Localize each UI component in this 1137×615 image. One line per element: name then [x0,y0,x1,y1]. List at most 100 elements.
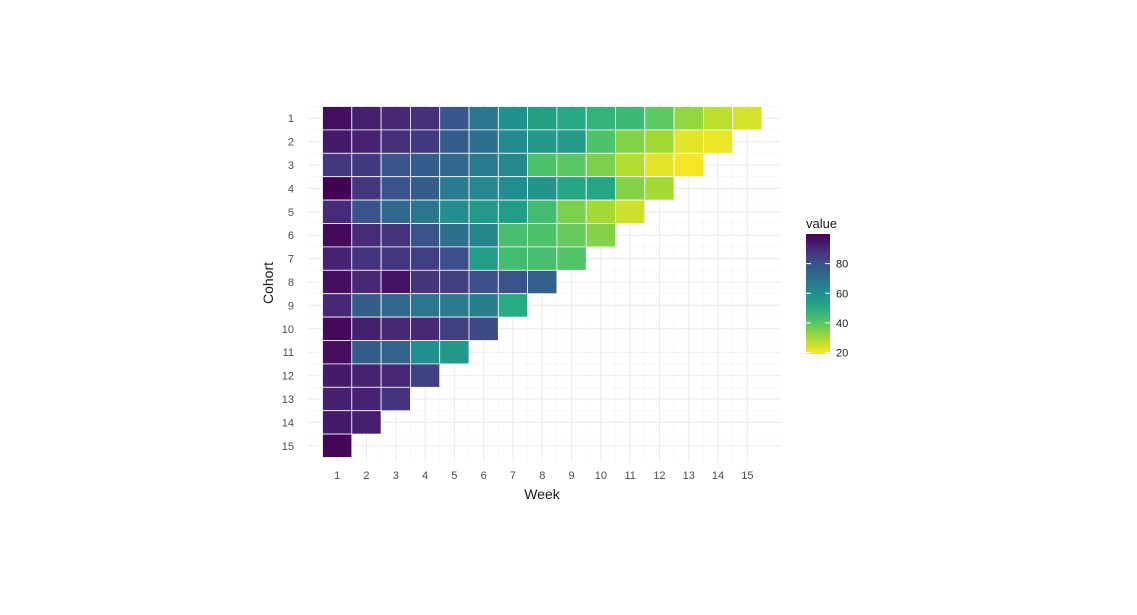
legend-title: value [806,216,837,231]
x-tick-label: 12 [653,470,665,482]
heatmap-cell [556,176,587,201]
y-tick-label: 6 [288,230,294,242]
heatmap-cell [527,152,558,178]
heatmap-cell [468,176,499,201]
x-tick-label: 8 [539,470,545,482]
heatmap-cell [468,106,499,131]
heatmap-cell [322,152,353,178]
heatmap-cell [351,269,382,295]
legend-tick-label: 80 [836,259,848,271]
heatmap-cell [585,106,616,131]
x-tick-label: 11 [624,470,635,482]
y-axis-title: Cohort [260,262,276,304]
heatmap-cell [527,129,558,154]
x-tick-label: 2 [363,470,369,482]
heatmap-cell [322,410,353,435]
heatmap-cell [380,386,411,412]
heatmap-cell [527,246,558,271]
heatmap-cell [322,176,353,201]
y-tick-label: 3 [288,160,294,172]
y-tick-label: 4 [288,183,294,195]
heatmap-cell [497,129,528,154]
heatmap-cell [409,316,441,341]
y-tick-label: 2 [288,137,294,149]
heatmap-cell [439,269,470,295]
y-tick-label: 1 [288,113,294,125]
heatmap-cell [673,129,704,154]
heatmap-cell [409,246,441,271]
heatmap-cell [351,316,382,341]
heatmap-cell [497,269,528,295]
heatmap-cell [703,129,734,154]
heatmap-cell [351,152,382,178]
heatmap-cell [439,316,470,341]
legend-tick-label: 20 [836,348,848,360]
heatmap-cell [322,433,353,458]
heatmap-cells [322,106,763,458]
heatmap-cell [380,106,411,131]
heatmap-cell [409,106,441,131]
x-tick-label: 1 [334,470,340,482]
heatmap-cell [409,293,441,318]
heatmap-cell [615,152,646,178]
x-tick-label: 10 [595,470,607,482]
heatmap-cell [439,223,470,248]
heatmap-cell [585,152,616,178]
heatmap-cell [585,223,616,248]
heatmap-cell [615,176,646,201]
heatmap-cell [351,106,382,131]
heatmap-cell [556,223,587,248]
heatmap-cell [380,129,411,154]
heatmap-cell [615,199,646,224]
heatmap-cell [351,410,382,435]
heatmap-cell [351,363,382,388]
heatmap-cell [468,223,499,248]
x-tick-label: 6 [481,470,487,482]
heatmap-cell [351,176,382,201]
heatmap-cell [322,106,353,131]
heatmap-cell [351,199,382,224]
heatmap-cell [644,176,675,201]
heatmap-cell [351,129,382,154]
heatmap-cell [322,129,353,154]
x-axis-ticks: 1 2 3 4 5 6 7 8 9 10 11 12 13 14 15 [334,470,753,482]
heatmap-cell [439,246,470,271]
legend-tick-label: 40 [836,318,848,330]
x-tick-label: 14 [712,470,724,482]
heatmap-cell [409,363,441,388]
legend-tick-label: 60 [836,288,848,300]
heatmap-cell [527,223,558,248]
heatmap-cell [351,340,382,365]
heatmap-cell [409,223,441,248]
x-tick-label: 4 [422,470,428,482]
heatmap-cell [468,293,499,318]
heatmap-cell [322,269,353,295]
heatmap-cell [673,106,704,131]
heatmap-cell [439,129,470,154]
heatmap-cell [527,106,558,131]
heatmap-cell [439,176,470,201]
x-tick-label: 15 [741,470,753,482]
heatmap-cell [322,386,353,412]
heatmap-cell [585,129,616,154]
heatmap-cell [322,246,353,271]
heatmap-cell [351,246,382,271]
heatmap-cell [497,176,528,201]
legend-colorbar [806,234,830,354]
heatmap-cell [556,152,587,178]
heatmap-cell [644,152,675,178]
y-tick-label: 5 [288,207,294,219]
heatmap-cell [322,340,353,365]
heatmap-cell [409,199,441,224]
heatmap-cell [439,340,470,365]
heatmap-cell [322,199,353,224]
heatmap-cell [380,269,411,295]
heatmap-cell [497,223,528,248]
heatmap-cell [527,199,558,224]
x-tick-label: 9 [568,470,574,482]
heatmap-cell [439,293,470,318]
heatmap-cell [351,293,382,318]
heatmap-cell [556,246,587,271]
heatmap-cell [527,176,558,201]
heatmap-cell [409,152,441,178]
